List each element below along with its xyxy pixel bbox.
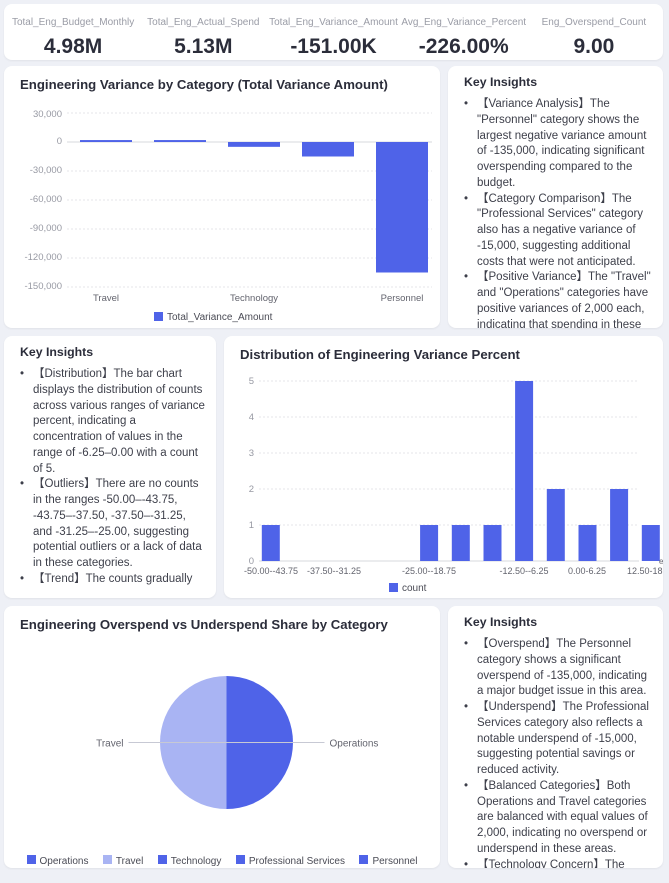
svg-text:-30,000: -30,000 xyxy=(30,165,62,176)
svg-text:Total_Variance_Amount: Total_Variance_Amount xyxy=(167,312,273,323)
svg-text:-150,000: -150,000 xyxy=(24,281,62,292)
svg-text:-37.50--31.25: -37.50--31.25 xyxy=(307,566,361,576)
svg-text:Technology: Technology xyxy=(230,293,278,304)
svg-text:3: 3 xyxy=(249,448,254,459)
svg-text:-50.00--43.75: -50.00--43.75 xyxy=(244,566,298,576)
svg-text:-12.50--6.25: -12.50--6.25 xyxy=(499,566,548,576)
svg-text:count: count xyxy=(402,583,427,592)
svg-text:4: 4 xyxy=(249,412,254,423)
svg-text:1: 1 xyxy=(249,520,254,531)
svg-text:0: 0 xyxy=(57,136,62,147)
svg-text:12.50-18.75: 12.50-18.75 xyxy=(627,566,663,576)
svg-text:-25.00--18.75: -25.00--18.75 xyxy=(402,566,456,576)
svg-text:Travel: Travel xyxy=(96,739,123,750)
svg-text:-60,000: -60,000 xyxy=(30,194,62,205)
svg-text:30,000: 30,000 xyxy=(33,109,62,120)
svg-text:5: 5 xyxy=(249,376,254,387)
svg-text:-90,000: -90,000 xyxy=(30,223,62,234)
svg-text:-120,000: -120,000 xyxy=(24,252,62,263)
svg-text:2: 2 xyxy=(249,484,254,495)
svg-text:Personnel: Personnel xyxy=(381,293,424,304)
svg-text:Travel: Travel xyxy=(93,293,119,304)
svg-text:0.00-6.25: 0.00-6.25 xyxy=(568,566,606,576)
svg-text:Operations: Operations xyxy=(330,739,379,750)
svg-text:ex: ex xyxy=(659,557,663,566)
